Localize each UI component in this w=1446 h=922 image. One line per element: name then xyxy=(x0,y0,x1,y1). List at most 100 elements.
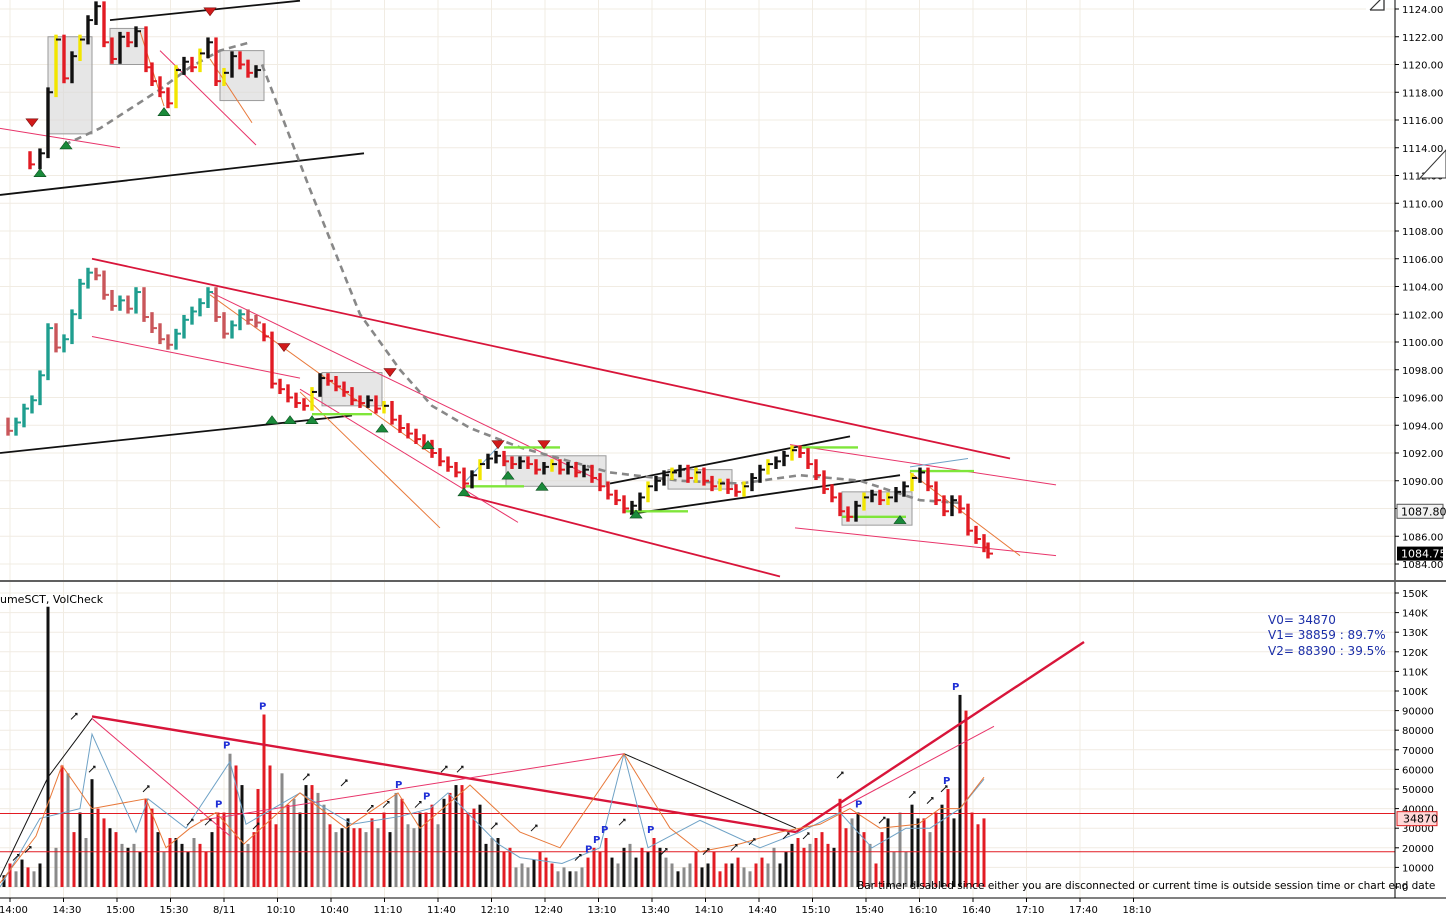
volume-tick-label: 60000 xyxy=(1402,765,1434,776)
volume-bar xyxy=(586,857,590,887)
volume-bar xyxy=(778,863,782,887)
tick-arrow-mark xyxy=(302,773,310,781)
info-line-v2: V2= 88390 : 39.5% xyxy=(1268,644,1386,658)
resize-corner-icon[interactable] xyxy=(1366,0,1386,12)
sell-signal-marker xyxy=(277,343,291,353)
volume-bar xyxy=(832,847,836,887)
volume-bar xyxy=(298,812,302,887)
volume-bar xyxy=(748,871,752,887)
volume-bar xyxy=(880,832,884,887)
volume-bar xyxy=(958,694,962,887)
price-tick-label: 1108.00 xyxy=(1402,227,1443,238)
tick-arrow-mark xyxy=(908,791,916,799)
volume-bar xyxy=(246,843,250,887)
buy-signal-marker xyxy=(33,168,47,178)
volume-trendline xyxy=(91,715,797,834)
time-tick-label: 14:30 xyxy=(53,905,82,916)
volume-bar xyxy=(204,851,208,887)
pivot-label: P xyxy=(601,825,608,836)
tick-arrow-mark xyxy=(366,804,374,812)
volume-bar xyxy=(352,828,356,887)
volume-bar xyxy=(700,867,704,887)
volume-bar xyxy=(460,785,464,887)
tick-arrow-mark xyxy=(382,801,390,808)
volume-bar xyxy=(216,812,220,887)
price-tick-label: 1096.00 xyxy=(1402,394,1443,405)
volume-bar xyxy=(616,863,620,887)
pivot-label: P xyxy=(215,800,222,811)
volume-bar xyxy=(664,857,668,887)
pivot-label: P xyxy=(259,702,266,713)
volume-tick-label: 10000 xyxy=(1402,863,1434,874)
volume-bar xyxy=(274,824,278,887)
volume-bar xyxy=(610,857,614,887)
volume-bar xyxy=(20,859,24,887)
volume-bar xyxy=(54,847,58,887)
volume-bar xyxy=(790,843,794,887)
volume-gridlines xyxy=(0,582,1395,898)
time-tick-label: 11:40 xyxy=(427,905,456,916)
volume-bar xyxy=(796,838,800,887)
tick-arrow-mark xyxy=(802,832,810,840)
volume-bar xyxy=(652,838,656,887)
volume-bar xyxy=(856,812,860,887)
tick-arrow-mark xyxy=(414,801,422,808)
volume-bar xyxy=(892,851,896,887)
tick-arrow-mark xyxy=(836,771,844,779)
volume-panel-title: umeSCT, VolCheck xyxy=(0,593,104,606)
volume-bar xyxy=(904,851,908,887)
time-tick-label: 8/11 xyxy=(213,905,235,916)
volume-bar xyxy=(814,838,818,887)
volume-trendline xyxy=(0,732,985,888)
tick-arrow-mark xyxy=(878,816,886,824)
price-tick-label: 1090.00 xyxy=(1402,477,1443,488)
time-tick-label: 14:00 xyxy=(0,905,28,916)
volume-bar xyxy=(514,867,518,887)
volume-bar xyxy=(604,838,608,887)
volume-bar xyxy=(826,843,830,887)
volume-bar xyxy=(520,863,524,887)
tick-arrow-mark xyxy=(940,785,948,793)
volume-bar xyxy=(132,843,136,887)
volume-bar xyxy=(108,828,112,887)
volume-bar xyxy=(394,792,398,887)
scale-grip-icon[interactable] xyxy=(1418,149,1446,179)
volume-bar xyxy=(496,838,500,887)
pivot-label: P xyxy=(395,780,402,791)
volume-bar xyxy=(32,871,36,887)
tick-arrow-mark xyxy=(782,832,790,840)
volume-trendline xyxy=(199,753,625,821)
time-tick-label: 15:30 xyxy=(160,905,189,916)
volume-bar xyxy=(808,843,812,887)
status-message: Bar timer disabled since either you are … xyxy=(857,880,1435,892)
pivot-label: P xyxy=(952,682,959,693)
volume-bar xyxy=(310,785,314,887)
tick-arrow-mark xyxy=(12,853,20,861)
svg-text:1084.75: 1084.75 xyxy=(1401,548,1446,561)
volume-bar xyxy=(742,867,746,887)
volume-bar xyxy=(922,818,926,887)
volume-bar xyxy=(766,863,770,887)
time-tick-label: 10:40 xyxy=(320,905,349,916)
pivot-label: P xyxy=(423,792,430,803)
last-close-tag: 1087.80 xyxy=(1396,503,1446,519)
volume-bar xyxy=(670,863,674,887)
buy-signal-marker xyxy=(283,415,297,424)
pivot-label: P xyxy=(855,800,862,811)
time-tick-label: 15:10 xyxy=(802,905,831,916)
time-tick-label: 11:10 xyxy=(374,905,403,916)
time-axis: 14:00 14:30 15:00 15:30 8/11 10:10 10:40 11:10 1… xyxy=(0,898,1151,916)
buy-signal-marker xyxy=(629,509,643,519)
volume-bar xyxy=(490,838,494,887)
volume-bar xyxy=(556,871,560,887)
volume-bar xyxy=(8,863,12,887)
volume-bar xyxy=(38,863,42,887)
volume-bar xyxy=(544,857,548,887)
volume-bar xyxy=(886,818,890,887)
time-tick-label: 16:40 xyxy=(962,905,991,916)
volume-bar xyxy=(144,798,148,887)
volume-bar xyxy=(772,847,776,887)
volume-bar xyxy=(162,851,166,887)
price-tick-label: 1106.00 xyxy=(1402,255,1443,266)
info-line-v1: V1= 38859 : 89.7% xyxy=(1268,628,1386,642)
